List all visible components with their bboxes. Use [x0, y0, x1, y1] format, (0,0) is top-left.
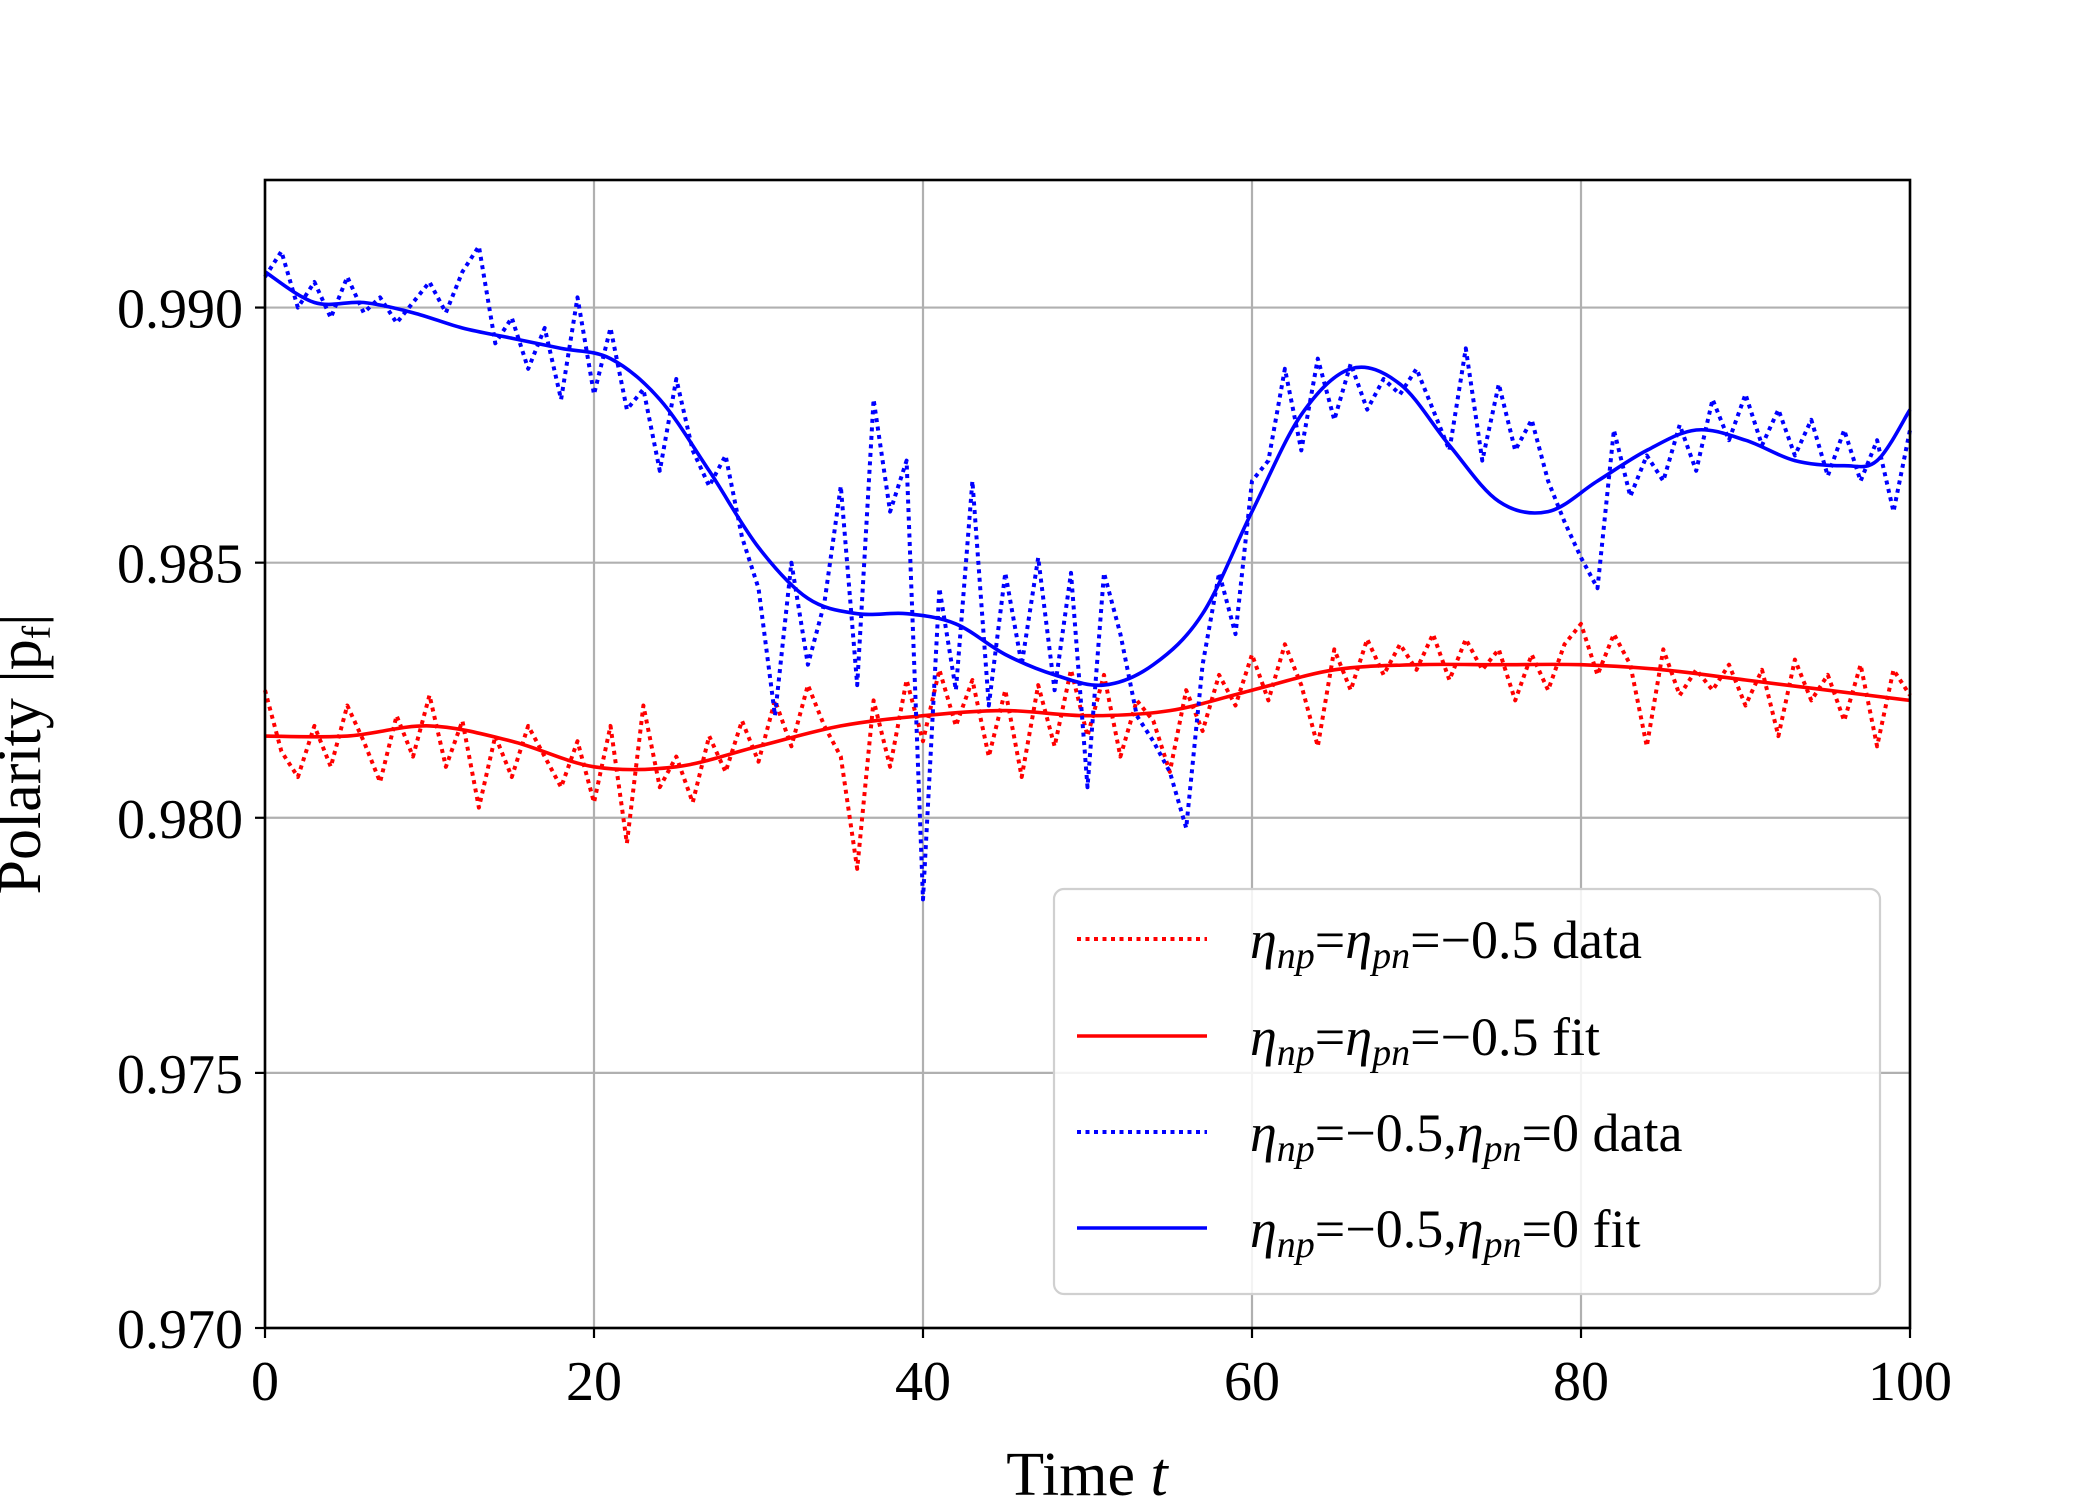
- x-tick-label: 100: [1868, 1351, 1952, 1413]
- y-tick-label: 0.980: [117, 789, 243, 851]
- x-axis-title: Time t: [1006, 1441, 1169, 1500]
- blue-data-legend-label: ηnp=−0.5,ηpn=0 data: [1250, 1103, 1682, 1170]
- legend: ηnp=ηpn=−0.5 data ηnp=ηpn=−0.5 fit ηnp=−0.…: [1052, 887, 1882, 1296]
- plot-frame: [263, 178, 1912, 1330]
- x-tick-label: 0: [251, 1351, 279, 1413]
- blue-data-line: [263, 244, 1912, 902]
- y-tick-label: 0.970: [117, 1299, 243, 1361]
- y-tick-label: 0.990: [117, 279, 243, 341]
- series-group: [263, 244, 1912, 902]
- red-data-legend-label: ηnp=ηpn=−0.5 data: [1250, 910, 1642, 977]
- axis-ticks: 0 20 40 60 80 100 0.970 0.975 0.980 0.985 0.990: [117, 279, 1952, 1413]
- x-tick-label: 40: [895, 1351, 951, 1413]
- red-data-line: [263, 621, 1912, 871]
- legend-box: [1052, 887, 1882, 1296]
- red-fit-line: [264, 662, 1911, 772]
- blue-fit-legend-label: ηnp=−0.5,ηpn=0 fit: [1250, 1199, 1641, 1266]
- y-tick-label: 0.985: [117, 534, 243, 596]
- x-tick-label: 80: [1553, 1351, 1609, 1413]
- red-fit-legend-label: ηnp=ηpn=−0.5 fit: [1250, 1007, 1600, 1074]
- x-tick-label: 20: [566, 1351, 622, 1413]
- x-tick-label: 60: [1224, 1351, 1280, 1413]
- blue-fit-line: [264, 270, 1912, 688]
- y-axis-title: Polarity |pf|: [0, 614, 59, 895]
- y-tick-label: 0.975: [117, 1044, 243, 1106]
